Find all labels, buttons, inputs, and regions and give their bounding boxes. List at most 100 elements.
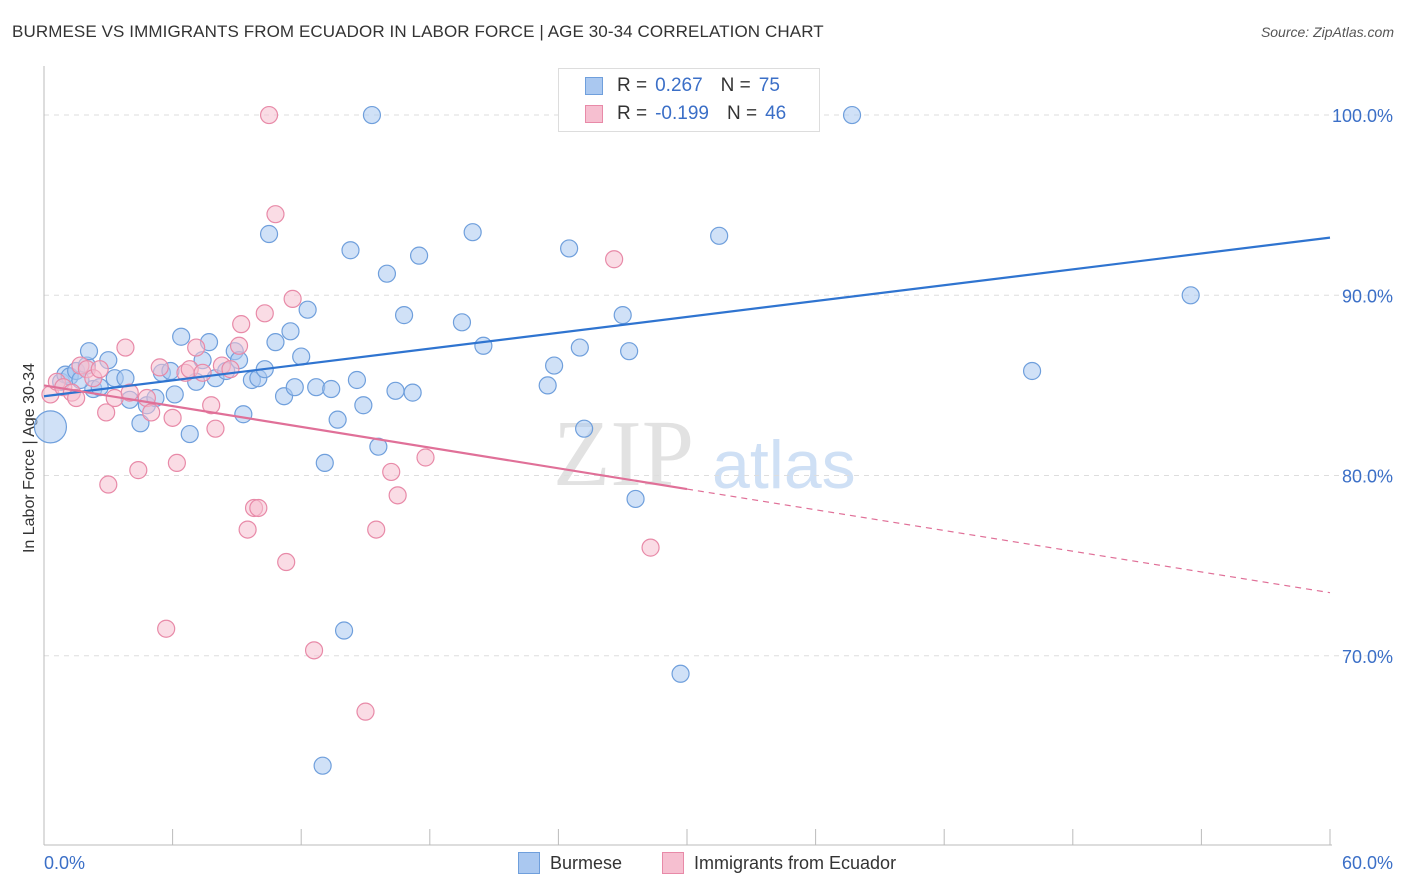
burmese-point [710, 226, 729, 245]
ecuador-point [120, 383, 139, 402]
legend-swatch-burmese [585, 77, 603, 95]
y-tick-label: 80.0% [1342, 467, 1393, 487]
ecuador-point [157, 619, 176, 638]
burmese-point [347, 370, 367, 390]
ecuador-point [605, 250, 624, 269]
bottom-legend-swatch-ecuador [662, 852, 684, 874]
legend-row-burmese: R = 0.267 N = 75 [585, 73, 780, 99]
watermark-zip: ZIP [553, 402, 694, 506]
legend-r-label: R = [617, 75, 648, 96]
legend-n-value: 75 [758, 75, 780, 96]
burmese-point [281, 322, 300, 341]
burmese-point [234, 405, 253, 424]
burmese-point [394, 306, 414, 325]
ecuador-point [367, 520, 386, 539]
burmese-point [570, 338, 589, 357]
burmese-point [33, 410, 68, 444]
y-tick-label: 70.0% [1342, 647, 1393, 667]
burmese-point [1181, 286, 1200, 305]
y-tick-label: 90.0% [1342, 286, 1393, 306]
burmese-point [354, 396, 373, 415]
legend-row-ecuador: R = -0.199 N = 46 [585, 101, 786, 127]
ecuador-point [277, 552, 296, 572]
burmese-point [172, 327, 191, 346]
burmese-point [298, 300, 317, 319]
burmese-point [315, 453, 334, 473]
burmese-point [538, 376, 557, 395]
burmese-point [575, 419, 594, 438]
burmese-point [377, 264, 397, 283]
burmese-point [620, 342, 639, 361]
ecuador-point [206, 419, 225, 438]
burmese-point [613, 306, 632, 325]
correlation-legend: R = 0.267 N = 75 R = -0.199 N = 46 [558, 68, 820, 132]
ecuador-point [388, 486, 407, 505]
legend-n-value: 46 [765, 103, 787, 124]
burmese-point [313, 756, 332, 775]
ecuador-point [304, 641, 324, 660]
ecuador-point [90, 360, 109, 379]
burmese-point [328, 410, 347, 429]
burmese-point [362, 105, 382, 125]
burmese-point [259, 224, 279, 244]
burmese-point [285, 378, 304, 397]
ecuador-point [193, 363, 212, 382]
burmese-point [322, 379, 341, 399]
ecuador-point [163, 408, 182, 427]
chart-title: BURMESE VS IMMIGRANTS FROM ECUADOR IN LA… [12, 22, 824, 41]
ecuador-point [97, 403, 116, 422]
ecuador-point [356, 702, 375, 721]
ecuador-point [283, 289, 302, 308]
ecuador-point [229, 336, 249, 355]
burmese-point [79, 342, 99, 361]
ecuador-point [116, 338, 135, 357]
burmese-point [560, 239, 579, 258]
bottom-legend-burmese: Burmese [518, 852, 622, 874]
trendline-ecuador-solid [43, 384, 688, 491]
burmese-point [671, 664, 690, 683]
burmese-point [131, 414, 150, 433]
ecuador-point [641, 538, 660, 557]
bottom-legend-ecuador: Immigrants from Ecuador [662, 852, 896, 874]
burmese-point [165, 385, 184, 404]
ecuador-point [255, 304, 274, 323]
bottom-legend-label-burmese: Burmese [550, 852, 623, 873]
burmese-point [341, 241, 360, 260]
burmese-point [626, 489, 645, 509]
legend-r-value: -0.199 [655, 103, 709, 124]
ecuador-point [416, 448, 435, 467]
ecuador-point [382, 462, 401, 482]
ecuador-point [259, 105, 279, 125]
x-tick-label-max: 60.0% [1342, 853, 1393, 873]
burmese-point [1022, 361, 1042, 381]
trendline-burmese [43, 236, 1331, 398]
ecuador-point [142, 403, 161, 422]
ecuador-point [167, 453, 186, 473]
burmese-point [409, 246, 429, 265]
burmese-point [842, 105, 862, 125]
legend-r-value: 0.267 [655, 75, 703, 96]
burmese-point [180, 424, 199, 444]
burmese-point [292, 347, 311, 366]
legend-n-label: N = [720, 75, 751, 96]
ecuador-point [187, 338, 206, 357]
ecuador-point [232, 315, 251, 334]
burmese-point [334, 621, 354, 640]
ecuador-point [221, 360, 240, 379]
burmese-point [307, 378, 326, 397]
legend-n-label: N = [726, 103, 758, 124]
burmese-point [403, 383, 422, 402]
burmese-point [452, 313, 472, 332]
x-tick-label-min: 0.0% [44, 853, 85, 873]
ecuador-point [150, 358, 169, 377]
bottom-legend-label-ecuador: Immigrants from Ecuador [694, 852, 897, 873]
ecuador-point [202, 396, 221, 415]
legend-swatch-ecuador [585, 105, 603, 123]
burmese-point [266, 333, 285, 352]
y-axis-label: In Labor Force | Age 30-34 [21, 363, 38, 553]
ecuador-point [129, 461, 148, 480]
legend-r-label: R = [617, 103, 648, 124]
burmese-point [463, 223, 482, 242]
ecuador-point [266, 205, 285, 224]
